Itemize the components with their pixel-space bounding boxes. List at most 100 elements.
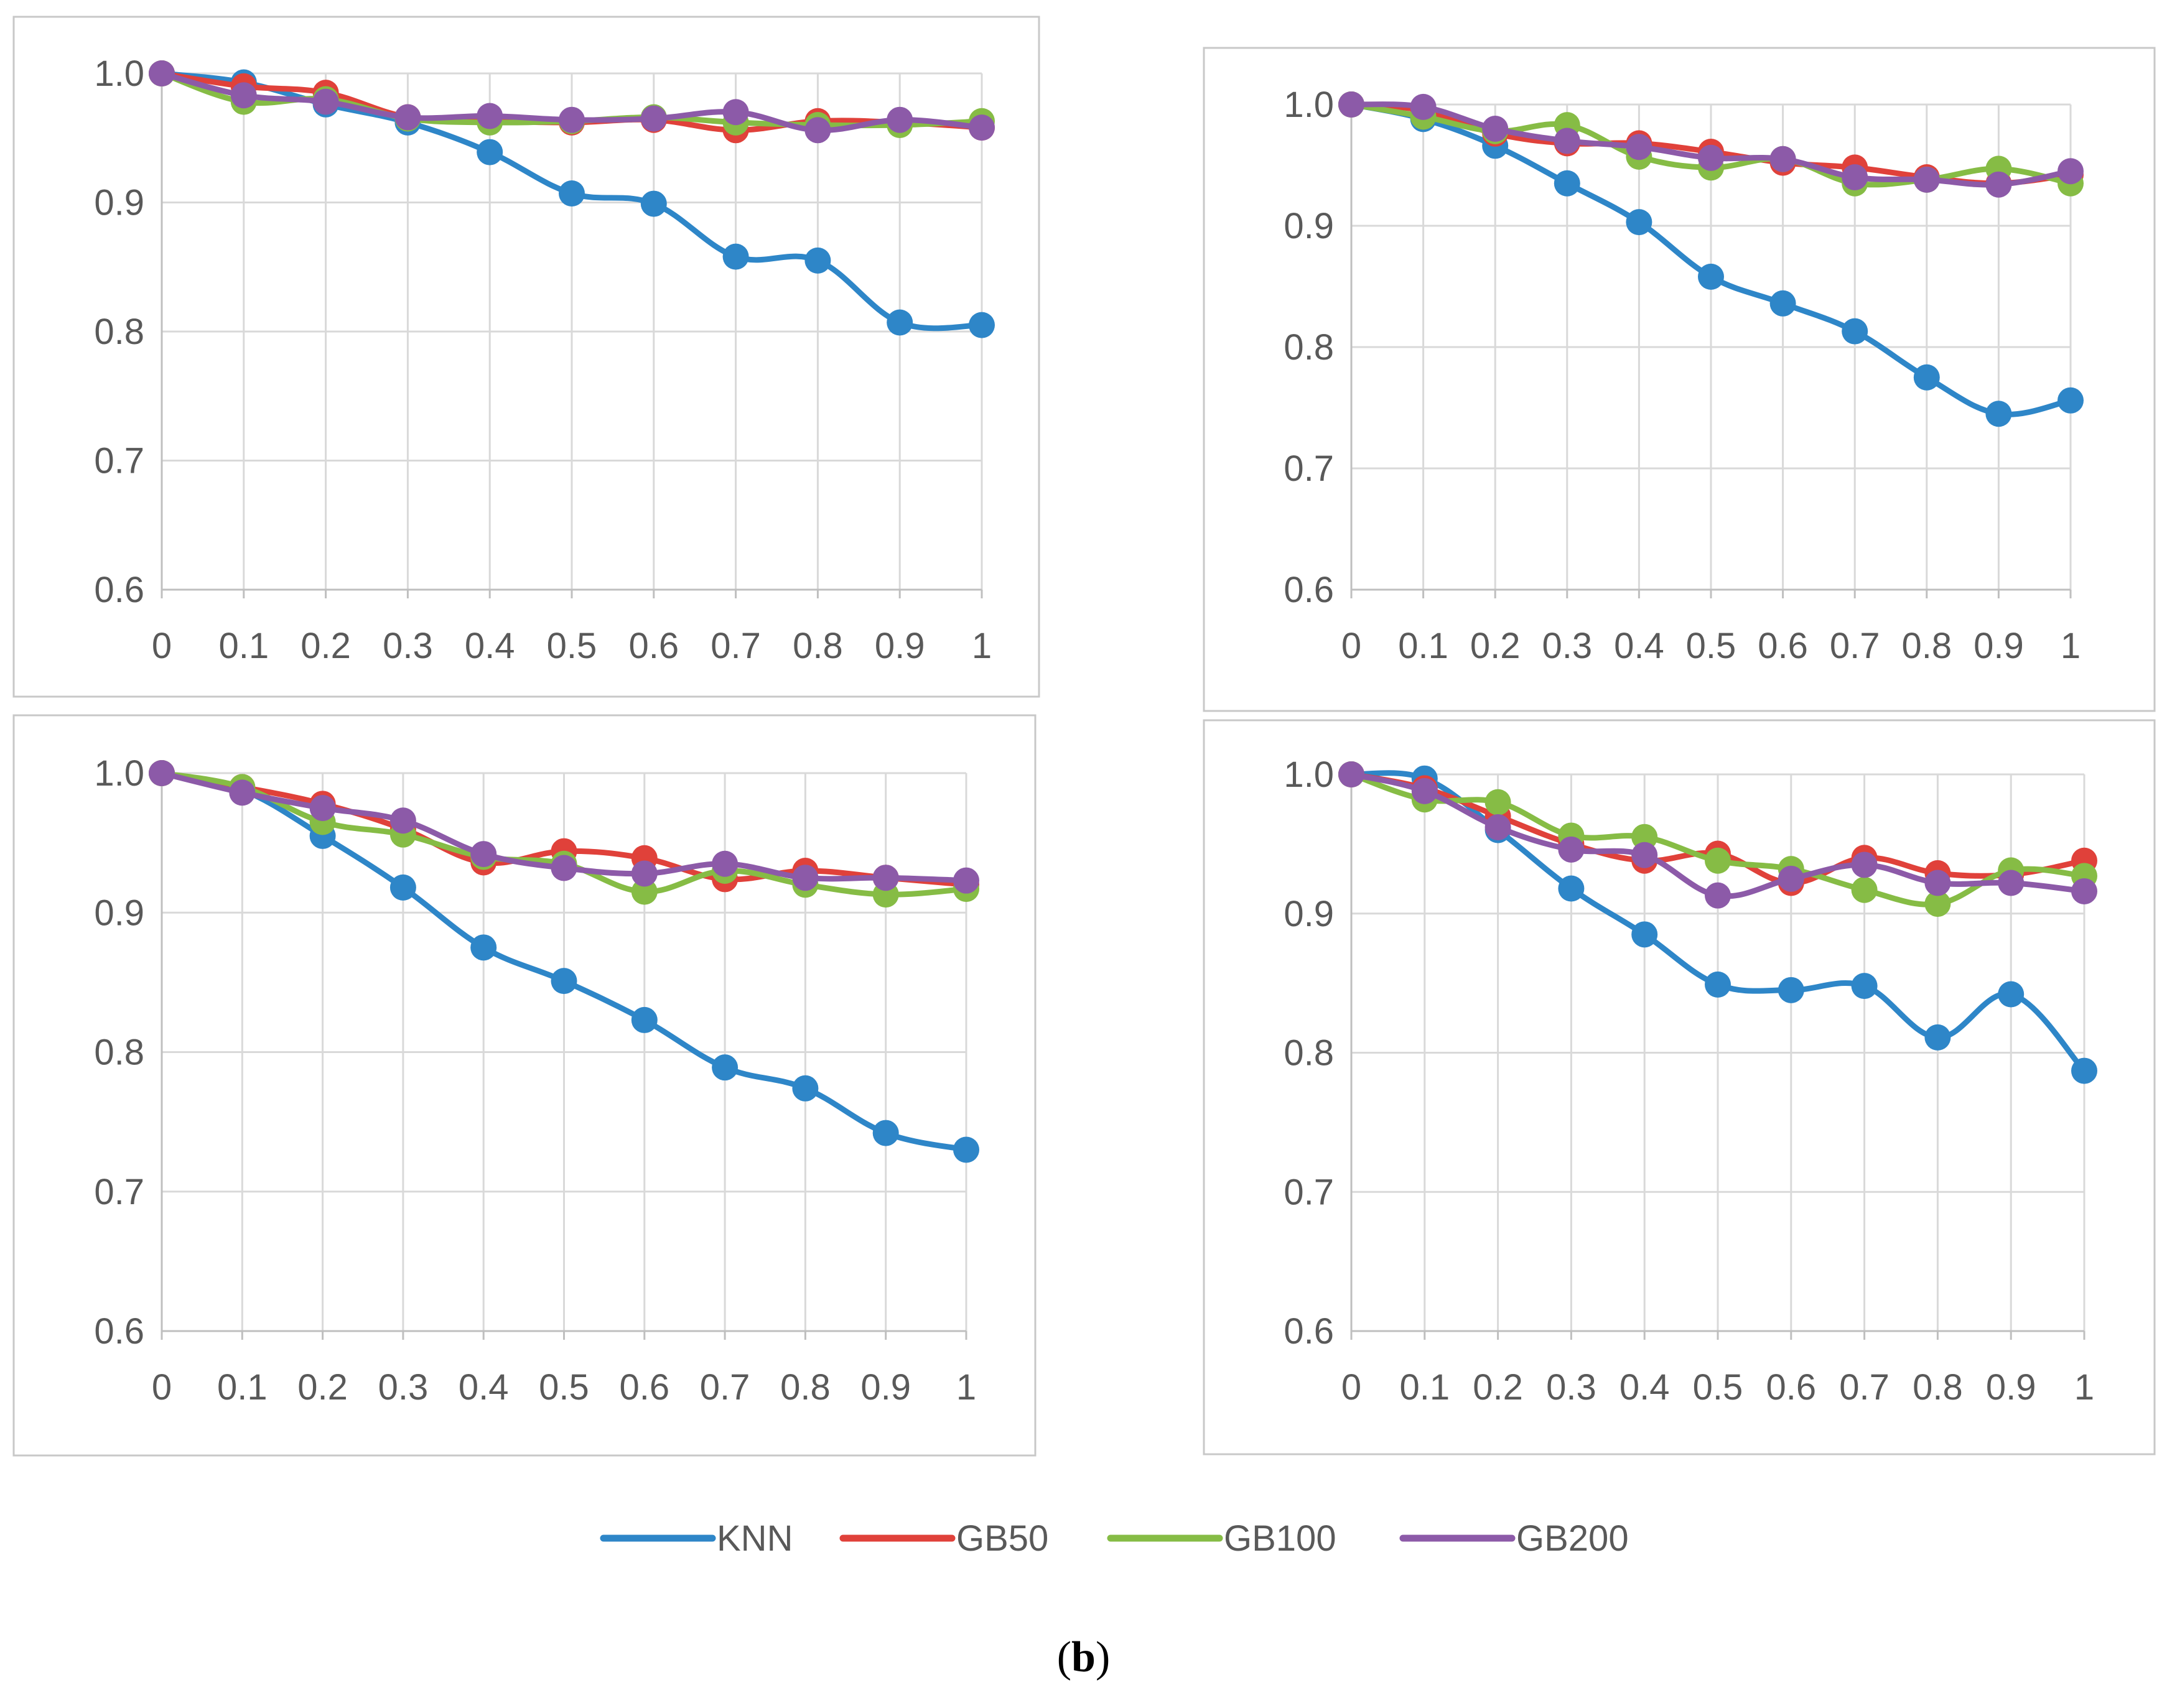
y-tick-label: 0.8	[1284, 327, 1334, 368]
x-tick-label: 0.2	[301, 626, 351, 666]
data-point-gb200	[1410, 93, 1437, 120]
data-point-gb200	[872, 865, 899, 891]
x-tick-label: 1	[956, 1367, 976, 1408]
data-point-gb200	[792, 865, 819, 891]
x-tick-label: 0.7	[711, 626, 761, 666]
data-point-gb200	[722, 99, 749, 126]
data-point-gb100	[1924, 891, 1951, 917]
x-tick-label: 0	[152, 626, 172, 666]
x-tick-label: 0.1	[217, 1367, 268, 1408]
x-tick-label: 0	[1341, 1367, 1361, 1408]
data-point-gb200	[309, 795, 336, 822]
data-point-gb200	[1631, 842, 1658, 868]
data-point-knn	[477, 139, 503, 165]
caption-open: (	[1056, 1633, 1072, 1681]
data-point-gb200	[1482, 116, 1509, 142]
series-gb200	[149, 760, 979, 894]
data-point-knn	[1769, 290, 1796, 317]
data-point-gb200	[804, 117, 831, 144]
series-gb200	[1338, 91, 2084, 198]
data-point-gb200	[1338, 91, 1364, 118]
x-tick-label: 0.4	[465, 626, 515, 666]
data-point-knn	[1842, 318, 1868, 345]
x-tick-label: 0.4	[459, 1367, 509, 1408]
data-point-gb200	[1913, 166, 1940, 193]
data-point-knn	[1985, 401, 2012, 427]
x-tick-label: 0.6	[1766, 1367, 1816, 1408]
y-tick-label: 0.7	[94, 441, 144, 481]
x-tick-label: 0.4	[1614, 626, 1664, 666]
data-point-knn	[1998, 981, 2025, 1008]
x-tick-label: 0.3	[1546, 1367, 1596, 1408]
x-tick-label: 0.8	[780, 1367, 831, 1408]
data-point-gb200	[1338, 761, 1364, 787]
x-tick-label: 0.1	[1398, 626, 1448, 666]
data-point-gb100	[1484, 789, 1511, 815]
data-point-gb200	[1985, 171, 2012, 198]
chart-frame	[12, 714, 1037, 1457]
data-point-knn	[1698, 263, 1724, 290]
data-point-gb100	[1705, 847, 1731, 874]
x-tick-label: 0	[152, 1367, 172, 1408]
y-tick-label: 0.9	[1284, 894, 1334, 934]
legend-label-gb200: GB200	[1516, 1518, 1629, 1559]
data-point-knn	[1913, 364, 1940, 391]
legend-label-gb100: GB100	[1224, 1518, 1336, 1559]
y-tick-label: 0.8	[1284, 1033, 1334, 1074]
data-point-knn	[887, 309, 913, 336]
chart-top-left: 0.6 0.7 0.8 0.9 1.0 0 0.1 0.2 0.3 0.4 0.5 0.6 0.7 0.8…	[12, 16, 1040, 698]
series-gb200	[149, 60, 995, 144]
y-tick-label: 1.0	[1284, 85, 1334, 125]
data-point-knn	[712, 1054, 739, 1081]
data-point-knn	[1631, 921, 1658, 948]
data-point-knn	[722, 243, 749, 270]
data-point-knn	[1554, 170, 1580, 197]
y-tick-label: 0.8	[94, 1033, 144, 1073]
data-point-knn	[792, 1075, 819, 1102]
data-point-knn	[804, 247, 831, 274]
x-tick-label: 0.4	[1619, 1367, 1670, 1408]
data-point-gb100	[1851, 876, 1878, 903]
data-point-gb200	[551, 855, 577, 881]
data-point-gb100	[631, 878, 658, 905]
data-point-knn	[872, 1120, 899, 1146]
x-tick-label: 0	[1341, 626, 1361, 666]
data-point-gb200	[640, 105, 667, 132]
data-point-gb200	[312, 88, 339, 115]
x-tick-label: 0.2	[297, 1367, 348, 1408]
data-point-gb200	[1924, 870, 1951, 896]
x-tick-label: 0.3	[383, 626, 433, 666]
chart-bottom-right: 0.6 0.7 0.8 0.9 1.0 0 0.1 0.2 0.3 0.4 0.5 0.6 0.7 0.8…	[1203, 719, 2156, 1455]
data-point-gb200	[230, 82, 257, 109]
data-point-gb100	[1631, 824, 1658, 850]
y-tick-label: 0.6	[1284, 570, 1334, 610]
x-tick-label: 0.6	[1758, 626, 1808, 666]
x-tick-label: 1	[2061, 626, 2081, 666]
data-point-knn	[969, 312, 995, 338]
data-point-knn	[1778, 977, 1804, 1003]
x-tick-label: 0.7	[700, 1367, 750, 1408]
chart-frame	[12, 16, 1040, 698]
y-tick-label: 0.6	[94, 570, 144, 610]
data-point-gb200	[1778, 865, 1804, 892]
data-point-knn	[470, 934, 497, 961]
data-point-gb200	[1484, 814, 1511, 841]
x-tick-label: 0.8	[793, 626, 843, 666]
data-point-gb200	[1698, 144, 1724, 171]
chart-top-right: 0.6 0.7 0.8 0.9 1.0 0 0.1 0.2 0.3 0.4 0.5 0.6 0.7 0.8…	[1203, 47, 2156, 712]
figure-caption: (b)	[0, 1633, 2167, 1682]
data-point-gb200	[1851, 852, 1878, 878]
x-tick-label: 0.2	[1473, 1367, 1523, 1408]
y-tick-label: 0.9	[94, 893, 144, 933]
x-tick-label: 1	[972, 626, 992, 666]
x-tick-label: 1	[2074, 1367, 2094, 1408]
data-point-knn	[1558, 875, 1585, 902]
data-point-knn	[640, 190, 667, 217]
y-tick-label: 1.0	[94, 753, 144, 794]
legend-label-gb50: GB50	[956, 1518, 1048, 1559]
y-tick-label: 1.0	[1284, 754, 1334, 795]
data-point-gb200	[953, 867, 979, 894]
y-tick-label: 0.9	[1284, 206, 1334, 246]
x-tick-label: 0.6	[628, 626, 679, 666]
